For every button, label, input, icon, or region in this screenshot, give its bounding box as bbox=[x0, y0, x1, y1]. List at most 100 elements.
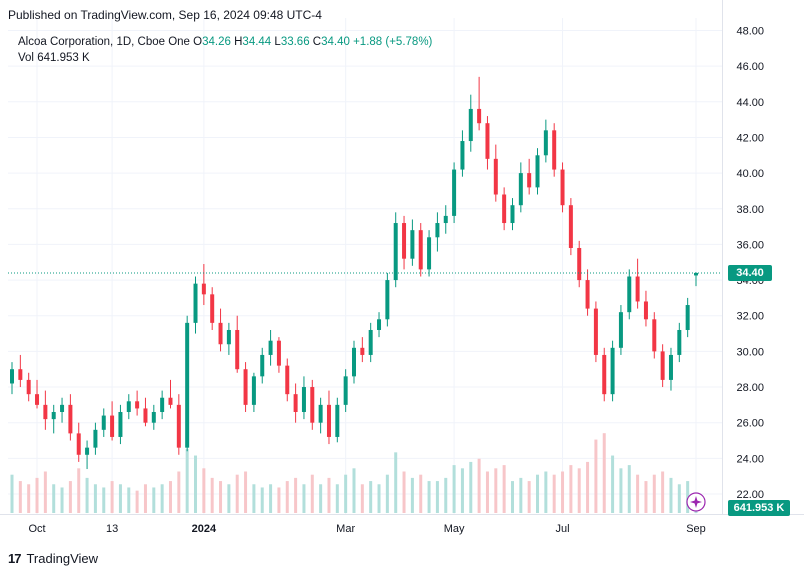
candle-body bbox=[510, 205, 515, 224]
candle-body bbox=[68, 404, 73, 434]
candle-body bbox=[402, 223, 407, 259]
candle-body bbox=[60, 404, 65, 412]
candle-body bbox=[435, 223, 440, 238]
candle-body bbox=[18, 369, 23, 380]
candle-body bbox=[343, 376, 348, 405]
volume-bar bbox=[611, 455, 615, 513]
candle-body bbox=[493, 158, 498, 195]
volume-bar bbox=[369, 481, 373, 513]
price-tick-label: 28.00 bbox=[736, 382, 764, 394]
volume-bar bbox=[586, 461, 590, 513]
candle-body bbox=[35, 394, 40, 405]
price-tick-label: 42.00 bbox=[736, 132, 764, 144]
candle-body bbox=[677, 329, 682, 355]
candle-body bbox=[360, 347, 365, 355]
candle-body bbox=[577, 247, 582, 281]
candle-body bbox=[377, 319, 382, 330]
high-label: H bbox=[234, 36, 243, 48]
volume-bar bbox=[577, 468, 581, 513]
volume-bar bbox=[636, 474, 640, 513]
volume-bar bbox=[43, 471, 47, 513]
candle-body bbox=[285, 365, 290, 395]
volume-bar bbox=[394, 452, 398, 513]
candle-body bbox=[168, 397, 173, 405]
volume-bar bbox=[277, 487, 281, 513]
price-tick-label: 22.00 bbox=[736, 489, 764, 501]
volume-bar bbox=[10, 474, 14, 513]
volume-bar bbox=[294, 477, 298, 513]
volume-bar bbox=[435, 481, 439, 513]
close-label: C bbox=[312, 36, 322, 48]
volume-bar bbox=[510, 481, 514, 513]
volume-bar bbox=[102, 487, 106, 513]
sparkle-icon[interactable] bbox=[686, 492, 706, 512]
candle-body bbox=[151, 411, 156, 423]
volume-bar bbox=[669, 477, 673, 513]
volume-bar bbox=[377, 484, 381, 513]
volume-bar bbox=[502, 465, 506, 513]
volume-bar bbox=[677, 484, 681, 513]
time-tick-label: Jul bbox=[556, 523, 570, 535]
candle-body bbox=[43, 404, 48, 420]
volume-bar bbox=[419, 474, 423, 513]
candle-body bbox=[101, 415, 106, 430]
price-tick-label: 24.00 bbox=[736, 453, 764, 465]
price-tick-label: 44.00 bbox=[736, 97, 764, 109]
candle-body bbox=[201, 283, 206, 295]
volume-bar bbox=[77, 468, 81, 513]
candle-body bbox=[660, 351, 665, 380]
volume-bar bbox=[627, 465, 631, 513]
price-axis[interactable]: 48.0046.0044.0042.0040.0038.0036.0034.00… bbox=[736, 26, 764, 502]
volume-bar bbox=[527, 481, 531, 513]
brand-name: TradingView bbox=[26, 551, 99, 566]
tradingview-brand[interactable]: 17 TradingView bbox=[8, 551, 98, 566]
candle-body bbox=[418, 230, 423, 270]
volume-bar bbox=[402, 471, 406, 513]
volume-bar bbox=[444, 477, 448, 513]
candle-body bbox=[485, 123, 490, 159]
price-tick-label: 26.00 bbox=[736, 418, 764, 430]
volume-bar bbox=[219, 481, 223, 513]
close-value: 34.40 bbox=[321, 36, 350, 48]
candle-body bbox=[301, 387, 306, 412]
price-tick-label: 36.00 bbox=[736, 239, 764, 251]
candle-body bbox=[543, 130, 548, 156]
volume-bar bbox=[127, 487, 131, 513]
candle-body bbox=[643, 301, 648, 320]
volume-bar bbox=[227, 484, 231, 513]
volume-bar bbox=[319, 484, 323, 513]
volume-bar bbox=[594, 439, 598, 513]
candle-body bbox=[243, 369, 248, 405]
symbol-legend: Alcoa Corporation, 1D, Cboe One O34.26 H… bbox=[18, 36, 432, 48]
candle-body bbox=[427, 237, 432, 270]
price-tick-label: 48.00 bbox=[736, 26, 764, 38]
time-axis[interactable]: Oct 13 2024 Mar May Jul Sep bbox=[28, 523, 705, 535]
candle-body bbox=[460, 141, 465, 170]
candle-body bbox=[260, 354, 265, 377]
candle-body bbox=[210, 294, 215, 323]
volume-bar bbox=[427, 481, 431, 513]
candle-body bbox=[293, 394, 298, 412]
volume-bar bbox=[602, 433, 606, 513]
candle-body bbox=[502, 194, 507, 224]
volume-bar bbox=[494, 468, 498, 513]
volume-bar bbox=[235, 474, 239, 513]
candle-body bbox=[585, 280, 590, 309]
low-value: 33.66 bbox=[280, 36, 310, 48]
candle-body bbox=[176, 404, 181, 448]
candle-body bbox=[310, 387, 315, 423]
candle-body bbox=[26, 379, 31, 395]
last-price-tag: 34.40 bbox=[728, 264, 772, 281]
candle-body bbox=[135, 401, 140, 409]
candle-body bbox=[93, 429, 98, 448]
candle-body bbox=[668, 354, 673, 380]
volume-bar bbox=[344, 474, 348, 513]
candle-body bbox=[352, 347, 356, 377]
symbol-title[interactable]: Alcoa Corporation, 1D, Cboe One bbox=[18, 36, 190, 48]
candle-body bbox=[527, 173, 532, 188]
volume-tag: 641.953 K bbox=[728, 500, 790, 516]
volume-bar bbox=[477, 458, 481, 513]
candle-body bbox=[410, 230, 415, 259]
volume-bar bbox=[644, 481, 648, 513]
